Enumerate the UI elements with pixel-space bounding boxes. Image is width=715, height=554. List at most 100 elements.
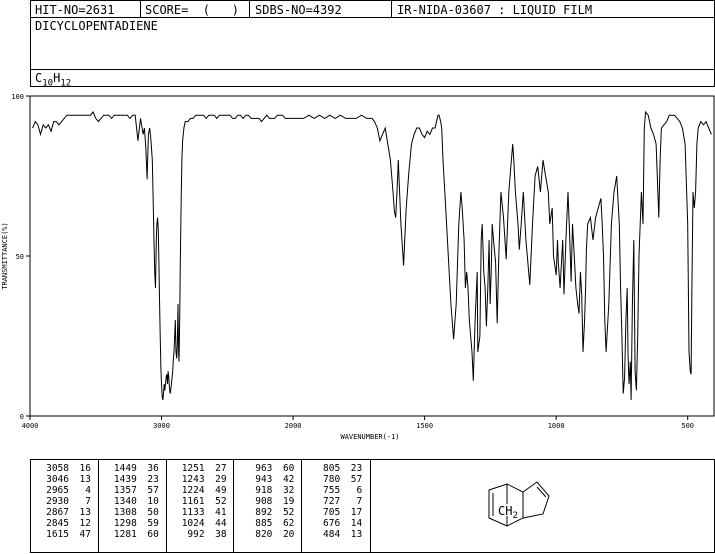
peak-transmittance: 50: [147, 507, 159, 518]
peak-row: 1133 41: [167, 507, 234, 518]
peak-transmittance: 13: [79, 474, 91, 485]
peak-transmittance: 60: [147, 529, 159, 540]
peak-transmittance: 23: [350, 463, 363, 474]
peak-transmittance: 57: [350, 474, 363, 485]
y-tick-label: 50: [16, 253, 24, 261]
peak-row: 705 17: [302, 507, 370, 518]
peak-transmittance: 57: [147, 485, 159, 496]
peak-transmittance: 6: [356, 485, 363, 496]
peak-row: 943 42: [234, 474, 301, 485]
peak-row: 2845 12: [31, 518, 98, 529]
peak-wavenumber: 1133: [181, 507, 205, 518]
peak-wavenumber: 1340: [113, 496, 137, 507]
peak-transmittance: 7: [85, 496, 91, 507]
peak-column: 1251 27 1243 29 1224 49 1161 52 1133 41 1024 44 992 3…: [167, 460, 235, 552]
sdbs-number: SDBS-NO=4392: [255, 3, 342, 17]
compound-name: DICYCLOPENTADIENE: [35, 19, 158, 33]
peak-transmittance: 60: [282, 463, 295, 474]
peak-row: 918 32: [234, 485, 301, 496]
plot-frame: [29, 95, 715, 417]
peak-row: 963 60: [234, 463, 301, 474]
formula-h-count: 12: [60, 78, 72, 89]
peak-wavenumber: 2965: [46, 485, 69, 496]
peak-wavenumber: 705: [323, 507, 341, 518]
peak-wavenumber: 676: [323, 518, 341, 529]
peak-transmittance: 47: [79, 529, 91, 540]
y-axis-ticks: 0 50 100: [11, 93, 30, 421]
peak-row: 1024 44: [167, 518, 234, 529]
peak-transmittance: 10: [147, 496, 159, 507]
x-axis-ticks: 4000 3000 2000 1500 1000 500: [22, 416, 694, 430]
peak-transmittance: 23: [147, 474, 159, 485]
peak-transmittance: 59: [147, 518, 159, 529]
peak-row: 1340 10: [99, 496, 166, 507]
peak-row: 805 23: [302, 463, 370, 474]
x-tick-label: 3000: [153, 422, 170, 430]
peak-column: 963 60 943 42 918 32 908 19 892 52 885 62 820 20: [234, 460, 303, 552]
formula-c-count: 10: [42, 78, 54, 89]
x-tick-label: 1000: [548, 422, 565, 430]
peak-row: 908 19: [234, 496, 301, 507]
peak-wavenumber: 1439: [113, 474, 137, 485]
peak-wavenumber: 992: [187, 529, 205, 540]
peak-row: 1615 47: [31, 529, 98, 540]
peak-wavenumber: 908: [255, 496, 273, 507]
peak-row: 820 20: [234, 529, 301, 540]
peak-transmittance: 17: [350, 507, 363, 518]
peak-wavenumber: 755: [323, 485, 341, 496]
peak-transmittance: 49: [215, 485, 227, 496]
methylene-sub: 2: [512, 511, 517, 521]
peak-wavenumber: 484: [323, 529, 341, 540]
peak-row: 992 38: [167, 529, 234, 540]
peak-row: 676 14: [302, 518, 370, 529]
peak-transmittance: 14: [350, 518, 363, 529]
peak-row: 1243 29: [167, 474, 234, 485]
x-tick-label: 4000: [22, 422, 39, 430]
peak-transmittance: 27: [215, 463, 227, 474]
peak-transmittance: 42: [282, 474, 295, 485]
molecular-formula: C10H12: [35, 71, 71, 88]
five-membered-ring: [522, 481, 550, 519]
ring-double-bond-2: [536, 486, 547, 498]
peak-row: 727 7: [302, 496, 370, 507]
peak-transmittance: 16: [79, 463, 91, 474]
peak-wavenumber: 943: [255, 474, 273, 485]
peak-table: 3058 16 3046 13 2965 4 2930 7 2867 13 2845 12 1615 47…: [31, 460, 370, 552]
peak-transmittance: 38: [215, 529, 227, 540]
peak-wavenumber: 2930: [46, 496, 69, 507]
peak-row: 1439 23: [99, 474, 166, 485]
peak-wavenumber: 918: [255, 485, 273, 496]
peak-row: 892 52: [234, 507, 301, 518]
peak-row: 2965 4: [31, 485, 98, 496]
peak-transmittance: 52: [282, 507, 295, 518]
ir-identifier: IR-NIDA-03607 : LIQUID FILM: [397, 3, 593, 17]
peak-row: 2867 13: [31, 507, 98, 518]
peak-wavenumber: 1243: [181, 474, 205, 485]
peak-wavenumber: 1298: [113, 518, 137, 529]
peak-wavenumber: 1615: [46, 529, 69, 540]
peak-wavenumber: 780: [323, 474, 341, 485]
peak-wavenumber: 1449: [113, 463, 137, 474]
peak-row: 3046 13: [31, 474, 98, 485]
peak-wavenumber: 727: [323, 496, 341, 507]
x-axis-label: WAVENUMBER(-1): [340, 433, 399, 441]
formula-h: H: [53, 71, 61, 85]
peak-row: 1161 52: [167, 496, 234, 507]
peak-wavenumber: 3058: [46, 463, 69, 474]
peak-wavenumber: 1281: [113, 529, 137, 540]
header-divider-2: [249, 0, 250, 18]
peak-transmittance: 62: [282, 518, 295, 529]
peak-column: 3058 16 3046 13 2965 4 2930 7 2867 13 2845 12 1615 47: [31, 460, 99, 552]
peak-transmittance: 12: [79, 518, 91, 529]
peak-row: 1298 59: [99, 518, 166, 529]
peak-wavenumber: 1161: [181, 496, 205, 507]
formula-c: C: [35, 71, 43, 85]
peak-transmittance: 4: [85, 485, 91, 496]
peak-transmittance: 52: [215, 496, 227, 507]
spectrum-series-line: [32, 110, 712, 401]
hit-number: HIT-NO=2631: [35, 3, 115, 17]
peak-wavenumber: 2867: [46, 507, 69, 518]
x-tick-label: 2000: [285, 422, 302, 430]
peak-wavenumber: 1357: [113, 485, 137, 496]
y-tick-label: 0: [20, 413, 24, 421]
